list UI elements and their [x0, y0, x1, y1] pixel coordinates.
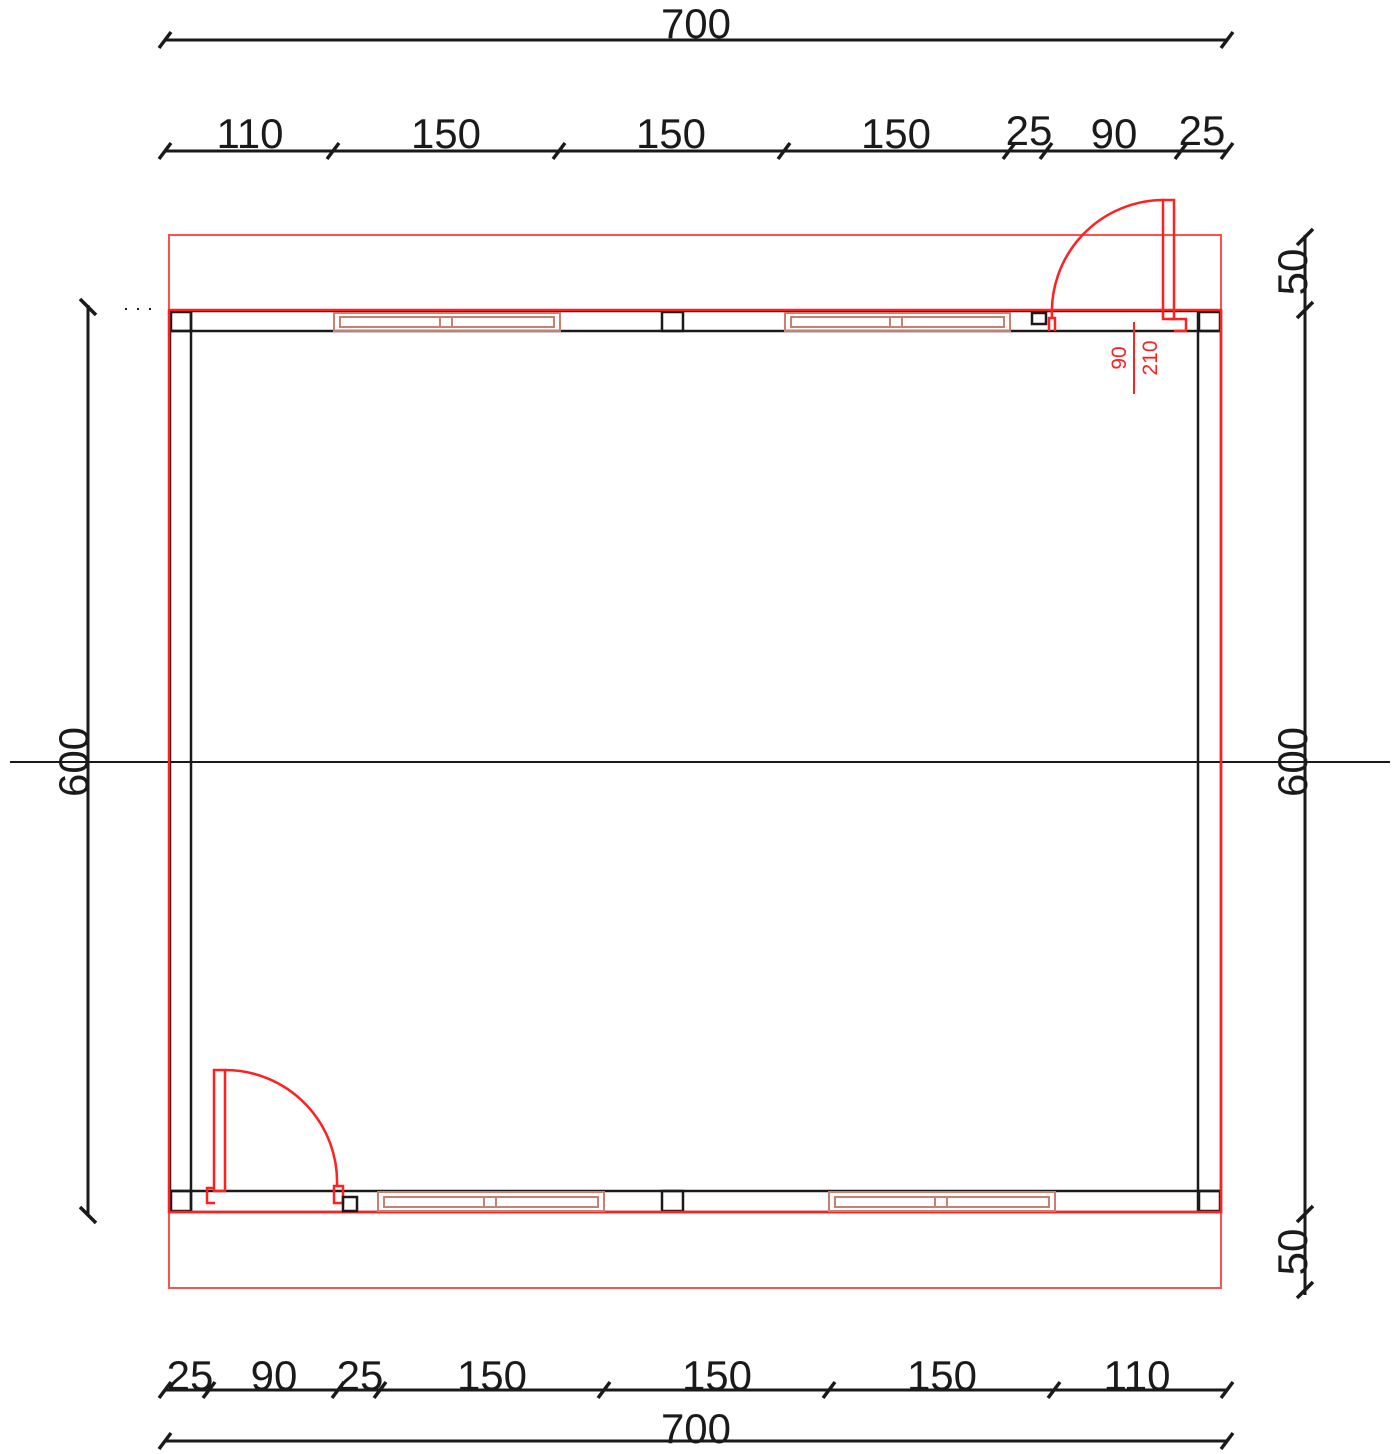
top-segment-label: 150: [636, 110, 706, 157]
window-bottom-left: [377, 1191, 605, 1212]
window-top-right: [784, 312, 1011, 332]
red-wall-outline: [167, 308, 1223, 1214]
top-overall-label: 700: [661, 0, 731, 47]
right-overall-dimension: 50 600 50: [1269, 227, 1316, 1300]
top-segment-label: 110: [217, 110, 284, 157]
right-bottom-offset-label: 50: [1269, 1229, 1316, 1276]
top-segment-label: 150: [411, 110, 481, 157]
bottom-segment-dimensions: 25 90 25 150 150 150 110: [157, 1352, 1235, 1400]
right-top-offset-label: 50: [1269, 249, 1316, 296]
top-segment-label: 150: [861, 110, 931, 157]
door-bottom-left: [205, 1068, 359, 1213]
window-bottom-right: [828, 1191, 1056, 1212]
column-post: [660, 1189, 685, 1213]
column-post: [169, 1189, 193, 1213]
bottom-segment-label: 150: [457, 1352, 527, 1399]
bottom-overall-label: 700: [661, 1405, 731, 1452]
bottom-segment-label: 90: [251, 1352, 298, 1399]
top-segment-dimensions: 110 150 150 150 25 90 25: [157, 107, 1235, 161]
top-segment-label: 25: [1179, 107, 1226, 154]
top-segment-label: 25: [1006, 107, 1053, 154]
door-top-right: [1030, 198, 1188, 333]
door-tag-height: 210: [1139, 340, 1162, 375]
top-segment-label: 90: [1091, 110, 1138, 157]
top-overall-dimension: 700: [157, 0, 1235, 50]
bottom-segment-label: 110: [1104, 1352, 1171, 1399]
column-post: [169, 310, 193, 333]
bottom-segment-label: 150: [682, 1352, 752, 1399]
bottom-segment-label: 25: [167, 1352, 214, 1399]
column-post: [660, 310, 685, 333]
column-post: [1197, 1189, 1222, 1213]
bottom-overall-dimension: 700: [157, 1405, 1235, 1452]
column-post: [1197, 310, 1222, 333]
bottom-segment-label: 150: [907, 1352, 977, 1399]
door-tag-width: 90: [1108, 346, 1131, 369]
bottom-segment-label: 25: [337, 1352, 384, 1399]
door-tag: 90 210: [1108, 322, 1162, 394]
window-top-left: [333, 312, 561, 332]
